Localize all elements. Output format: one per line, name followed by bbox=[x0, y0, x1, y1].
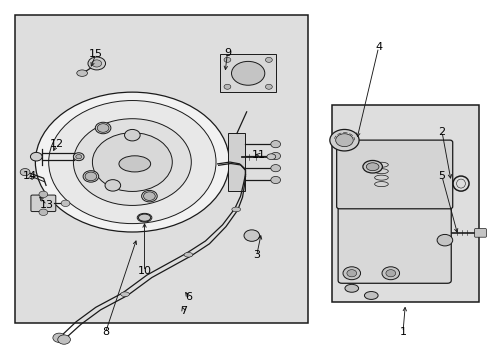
Circle shape bbox=[265, 57, 272, 62]
Ellipse shape bbox=[83, 171, 99, 182]
Circle shape bbox=[39, 209, 48, 216]
Circle shape bbox=[88, 57, 105, 70]
FancyBboxPatch shape bbox=[31, 195, 56, 212]
Circle shape bbox=[335, 134, 352, 147]
Text: 15: 15 bbox=[89, 49, 102, 59]
Ellipse shape bbox=[362, 161, 382, 173]
Bar bbox=[15, 15, 307, 323]
FancyBboxPatch shape bbox=[337, 143, 450, 283]
Circle shape bbox=[436, 234, 452, 246]
Ellipse shape bbox=[366, 163, 378, 171]
FancyBboxPatch shape bbox=[220, 54, 276, 92]
Circle shape bbox=[30, 152, 42, 161]
Circle shape bbox=[224, 84, 230, 89]
Ellipse shape bbox=[364, 292, 377, 300]
Text: 9: 9 bbox=[224, 48, 230, 58]
Bar bbox=[331, 105, 478, 302]
Circle shape bbox=[61, 200, 70, 207]
Text: 7: 7 bbox=[180, 306, 187, 316]
Ellipse shape bbox=[105, 180, 121, 191]
Ellipse shape bbox=[73, 153, 84, 161]
Bar bbox=[228, 134, 245, 191]
Text: 14: 14 bbox=[23, 171, 37, 181]
Circle shape bbox=[58, 335, 70, 344]
Circle shape bbox=[270, 165, 280, 172]
Ellipse shape bbox=[119, 156, 150, 172]
Circle shape bbox=[265, 84, 272, 89]
Ellipse shape bbox=[143, 192, 155, 201]
Circle shape bbox=[92, 60, 102, 67]
Circle shape bbox=[224, 57, 230, 62]
Ellipse shape bbox=[344, 284, 358, 292]
Text: 12: 12 bbox=[50, 139, 64, 149]
FancyBboxPatch shape bbox=[474, 229, 486, 237]
Text: 6: 6 bbox=[184, 292, 191, 302]
Text: 10: 10 bbox=[137, 266, 151, 276]
Circle shape bbox=[39, 191, 48, 198]
Circle shape bbox=[381, 267, 399, 280]
Circle shape bbox=[385, 270, 395, 277]
Circle shape bbox=[329, 130, 358, 151]
Circle shape bbox=[270, 176, 280, 184]
Ellipse shape bbox=[231, 207, 240, 212]
Ellipse shape bbox=[95, 122, 111, 134]
Ellipse shape bbox=[266, 154, 275, 159]
Text: 1: 1 bbox=[399, 327, 406, 337]
Ellipse shape bbox=[73, 119, 191, 206]
Ellipse shape bbox=[121, 292, 129, 297]
Ellipse shape bbox=[183, 252, 192, 257]
Text: 4: 4 bbox=[374, 42, 382, 52]
Text: 11: 11 bbox=[252, 150, 265, 160]
Ellipse shape bbox=[35, 92, 229, 232]
Circle shape bbox=[346, 270, 356, 277]
Ellipse shape bbox=[231, 62, 264, 85]
Ellipse shape bbox=[92, 133, 172, 192]
Circle shape bbox=[20, 168, 30, 176]
Circle shape bbox=[270, 152, 280, 159]
Text: 8: 8 bbox=[102, 327, 109, 337]
Ellipse shape bbox=[76, 154, 81, 159]
Circle shape bbox=[244, 230, 259, 241]
Text: 2: 2 bbox=[438, 127, 445, 136]
Ellipse shape bbox=[142, 190, 157, 202]
Circle shape bbox=[53, 333, 65, 342]
Ellipse shape bbox=[49, 100, 216, 224]
Text: 3: 3 bbox=[253, 250, 260, 260]
Ellipse shape bbox=[124, 130, 140, 141]
Ellipse shape bbox=[138, 214, 150, 221]
FancyBboxPatch shape bbox=[336, 140, 452, 209]
Ellipse shape bbox=[97, 124, 109, 132]
Text: 13: 13 bbox=[40, 200, 54, 210]
Circle shape bbox=[342, 267, 360, 280]
Circle shape bbox=[270, 140, 280, 148]
Ellipse shape bbox=[85, 172, 97, 181]
Ellipse shape bbox=[77, 70, 87, 76]
Text: 5: 5 bbox=[438, 171, 445, 181]
